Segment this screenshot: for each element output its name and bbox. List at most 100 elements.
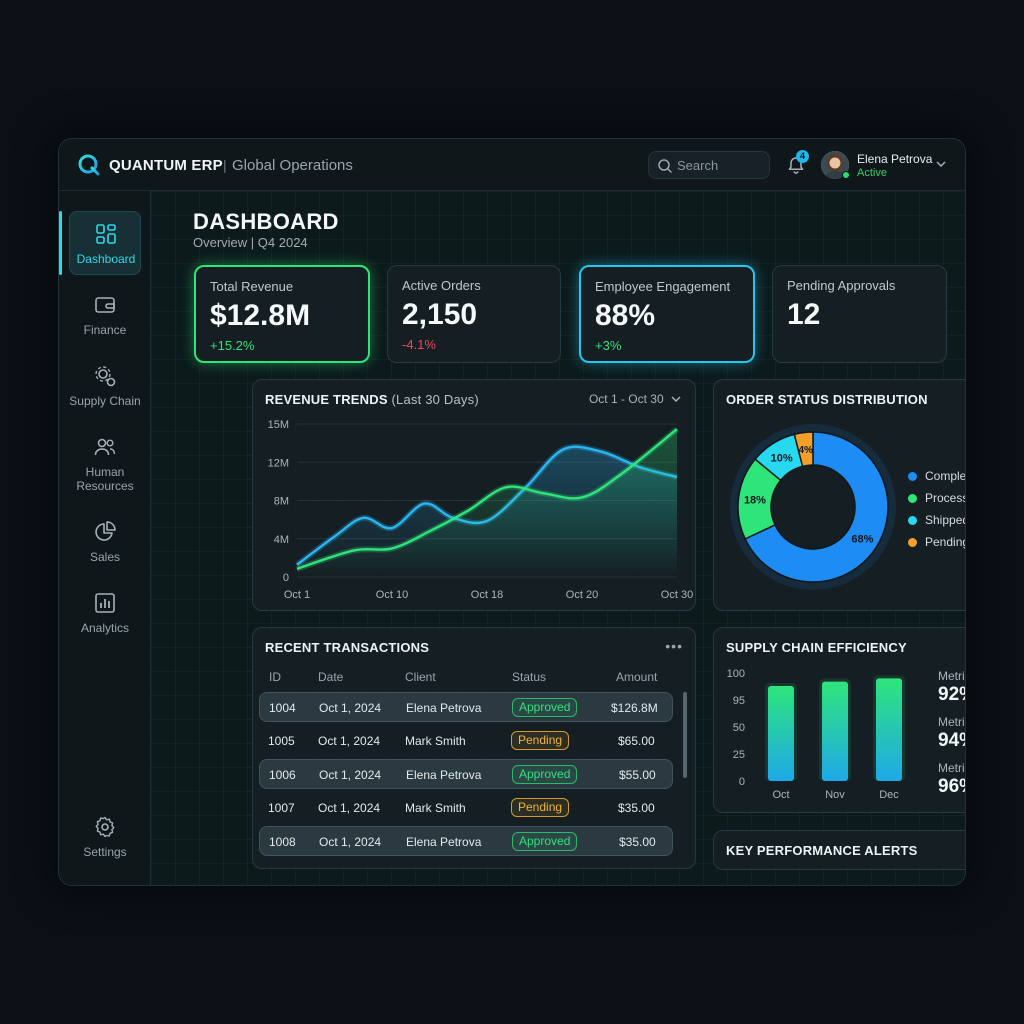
column-header-client[interactable]: Client [405, 670, 436, 684]
status-badge: Pending [511, 798, 570, 817]
sidebar-item-human-resources[interactable]: Human Resources [69, 425, 141, 493]
legend-label: Shipped [925, 513, 966, 527]
legend-label: Processing [925, 491, 965, 505]
sidebar-item-sales[interactable]: Sales [69, 510, 141, 574]
x-tick-label: Nov [825, 789, 845, 801]
kpi-label: Employee Engagement [595, 279, 731, 294]
y-tick-label: 0 [739, 776, 745, 788]
kpi-card-employee-engagement[interactable]: Employee Engagement 88% +3% [579, 265, 755, 363]
sidebar-item-label-line1: Human [85, 465, 125, 479]
legend-label: Pending [925, 535, 966, 549]
y-tick-label: 100 [727, 668, 745, 680]
column-header-date[interactable]: Date [318, 670, 344, 684]
table-row[interactable]: 1005 Oct 1, 2024 Mark Smith Pending $65.… [259, 726, 673, 756]
cell-amount: $35.00 [619, 835, 656, 849]
donut-glow [730, 424, 896, 590]
slice-label: 68% [851, 533, 873, 545]
x-tick-label: Oct [772, 789, 789, 801]
legend-item-completed: Completed [908, 469, 966, 483]
table-scrollbar[interactable] [683, 692, 687, 778]
kpi-card-pending-approvals[interactable]: Pending Approvals 12 [772, 265, 947, 363]
kpi-card-active-orders[interactable]: Active Orders 2,150 -4.1% [387, 265, 561, 363]
online-status-dot [842, 171, 850, 179]
kpi-card-total-revenue[interactable]: Total Revenue $12.8M +15.2% [194, 265, 370, 363]
app-subtitle: Global Operations [232, 157, 353, 174]
search-placeholder: Search [677, 158, 719, 173]
metric-label: Metrics [938, 761, 965, 775]
cell-date: Oct 1, 2024 [319, 768, 382, 782]
bar-nov[interactable] [822, 681, 848, 781]
kpi-label: Pending Approvals [787, 278, 896, 293]
cell-id: 1005 [268, 734, 295, 748]
supply-chain-icon [95, 366, 116, 387]
cell-client: Mark Smith [405, 734, 466, 748]
kpi-label: Active Orders [402, 278, 481, 293]
x-tick-label: Oct 20 [566, 589, 598, 601]
cell-amount: $65.00 [618, 734, 655, 748]
more-options-icon[interactable]: ••• [665, 638, 683, 654]
page-subtitle: Overview | Q4 2024 [193, 235, 308, 250]
kpi-delta: +15.2% [210, 338, 255, 353]
y-tick-label: 25 [733, 749, 745, 761]
panel-title: RECENT TRANSACTIONS [265, 640, 430, 655]
revenue-line-chart: 15M 12M 8M 4M 0 Oct 1 Oct 10 Oct 18 Oct 20 Oct 30 [268, 419, 694, 601]
cell-id: 1006 [269, 768, 296, 782]
chevron-down-icon[interactable] [935, 159, 947, 169]
cell-client: Elena Petrova [406, 768, 482, 782]
status-badge: Approved [512, 698, 578, 717]
table-row[interactable]: 1008 Oct 1, 2024 Elena Petrova Approved … [259, 826, 673, 856]
series-line-1 [296, 428, 678, 570]
cell-date: Oct 1, 2024 [319, 835, 382, 849]
x-tick-label: Oct 18 [471, 589, 503, 601]
legend-item-shipped: Shipped [908, 513, 966, 527]
notification-badge: 4 [796, 150, 809, 163]
sidebar-item-settings[interactable]: Settings [69, 805, 141, 869]
panel-title: REVENUE TRENDS (Last 30 Days) [265, 392, 479, 407]
donut-slice-completed[interactable] [744, 431, 889, 583]
panel-title: ORDER STATUS DISTRIBUTION [726, 392, 928, 407]
column-header-id[interactable]: ID [269, 670, 281, 684]
page-title: DASHBOARD [193, 209, 339, 234]
sidebar-item-label-line2: Resources [76, 479, 134, 493]
status-badge: Approved [512, 832, 578, 851]
sidebar-item-dashboard[interactable]: Dashboard [69, 211, 141, 275]
table-row[interactable]: 1004 Oct 1, 2024 Elena Petrova Approved … [259, 692, 673, 722]
gear-icon [95, 816, 115, 838]
table-row[interactable]: 1006 Oct 1, 2024 Elena Petrova Approved … [259, 759, 673, 789]
search-input[interactable]: Search [648, 151, 770, 179]
cell-date: Oct 1, 2024 [318, 734, 381, 748]
legend-item-pending: Pending [908, 535, 966, 549]
dashboard-icon [96, 224, 116, 244]
sidebar-item-supply-chain[interactable]: Supply Chain [69, 354, 141, 418]
bar-dec[interactable] [876, 678, 902, 781]
date-range-select[interactable]: Oct 1 - Oct 30 [589, 392, 681, 406]
sidebar-item-label: Settings [83, 845, 127, 859]
cell-id: 1004 [269, 701, 296, 715]
avatar[interactable] [821, 151, 849, 179]
revenue-title: REVENUE TRENDS [265, 392, 388, 407]
donut-slice-pending[interactable] [793, 431, 814, 468]
column-header-amount[interactable]: Amount [616, 670, 658, 684]
cell-date: Oct 1, 2024 [319, 701, 382, 715]
sidebar-item-finance[interactable]: Finance [69, 283, 141, 347]
metric-value: 94% [938, 730, 965, 751]
x-tick-label: Oct 30 [661, 589, 693, 601]
kpi-value: 88% [595, 299, 656, 332]
legend-label: Completed [925, 469, 966, 483]
metric-label: Metrics [938, 715, 965, 729]
column-header-status[interactable]: Status [512, 670, 547, 684]
y-tick-label: 50 [733, 722, 745, 734]
bar-oct[interactable] [768, 685, 794, 781]
sidebar-item-analytics[interactable]: Analytics [69, 581, 141, 645]
y-tick-label: 4M [274, 534, 289, 546]
kpi-value: $12.8M [210, 299, 311, 332]
key-performance-alerts[interactable]: KEY PERFORMANCE ALERTS [713, 830, 965, 870]
table-row[interactable]: 1007 Oct 1, 2024 Mark Smith Pending $35.… [259, 793, 673, 823]
app-window: QUANTUM ERP | Global Operations Search 4… [58, 138, 966, 886]
x-tick-label: Oct 1 [284, 589, 310, 601]
sidebar-item-label: Analytics [80, 621, 130, 635]
slice-label: 4% [798, 445, 813, 456]
metric-value: 92% [938, 684, 965, 705]
revenue-trends-panel: REVENUE TRENDS (Last 30 Days) Oct 1 - Oc… [252, 379, 696, 611]
active-indicator [59, 211, 62, 275]
